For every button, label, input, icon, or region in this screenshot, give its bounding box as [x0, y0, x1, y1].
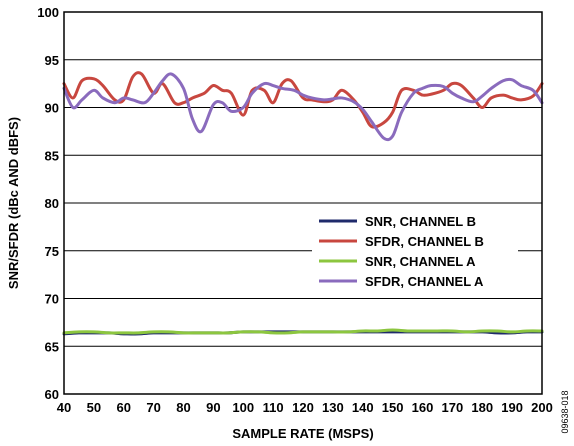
x-tick-160: 160 — [412, 400, 434, 415]
y-tick-80: 80 — [45, 196, 59, 211]
x-axis-label: SAMPLE RATE (MSPS) — [232, 426, 373, 441]
x-tick-190: 190 — [501, 400, 523, 415]
figure-id: 09638-018 — [560, 390, 570, 433]
legend-label-sfdr-channel-a: SFDR, CHANNEL A — [365, 274, 484, 289]
gridlines — [64, 59, 542, 347]
x-tick-labels: 40 50 60 70 80 90 100 110 120 130 140 150 160 170 180 1… — [57, 400, 553, 415]
x-tick-140: 140 — [352, 400, 374, 415]
x-tick-40: 40 — [57, 400, 71, 415]
x-tick-100: 100 — [232, 400, 254, 415]
series-line-snr-channel-a — [62, 328, 544, 335]
legend-label-snr-channel-b: SNR, CHANNEL B — [365, 214, 476, 229]
y-axis-label: SNR/SFDR (dBc AND dBFS) — [6, 117, 21, 289]
y-tick-90: 90 — [45, 101, 59, 116]
x-tick-70: 70 — [146, 400, 160, 415]
x-tick-150: 150 — [382, 400, 404, 415]
y-tick-85: 85 — [45, 148, 59, 163]
x-tick-130: 130 — [322, 400, 344, 415]
x-tick-110: 110 — [263, 400, 284, 415]
legend-label-snr-channel-a: SNR, CHANNEL A — [365, 254, 476, 269]
y-tick-65: 65 — [45, 339, 59, 354]
x-tick-120: 120 — [292, 400, 314, 415]
x-tick-200: 200 — [531, 400, 553, 415]
series-line-sfdr-channel-b — [62, 71, 544, 129]
plot-frame — [63, 11, 543, 395]
series-line-sfdr-channel-a — [62, 72, 544, 142]
x-tick-80: 80 — [176, 400, 190, 415]
x-tick-60: 60 — [117, 400, 131, 415]
y-tick-75: 75 — [45, 244, 59, 259]
y-tick-95: 95 — [45, 53, 59, 68]
x-tick-170: 170 — [442, 400, 464, 415]
x-tick-50: 50 — [87, 400, 101, 415]
y-tick-100: 100 — [37, 5, 59, 20]
y-tick-labels: 60 65 70 75 80 85 90 95 100 — [37, 5, 59, 402]
series-lines — [62, 71, 544, 336]
legend: SNR, CHANNEL B SFDR, CHANNEL B SNR, CHANNE… — [312, 208, 518, 294]
y-tick-60: 60 — [45, 387, 59, 402]
x-tick-180: 180 — [471, 400, 493, 415]
y-tick-70: 70 — [45, 292, 59, 307]
legend-label-sfdr-channel-b: SFDR, CHANNEL B — [365, 234, 484, 249]
x-tick-90: 90 — [206, 400, 220, 415]
